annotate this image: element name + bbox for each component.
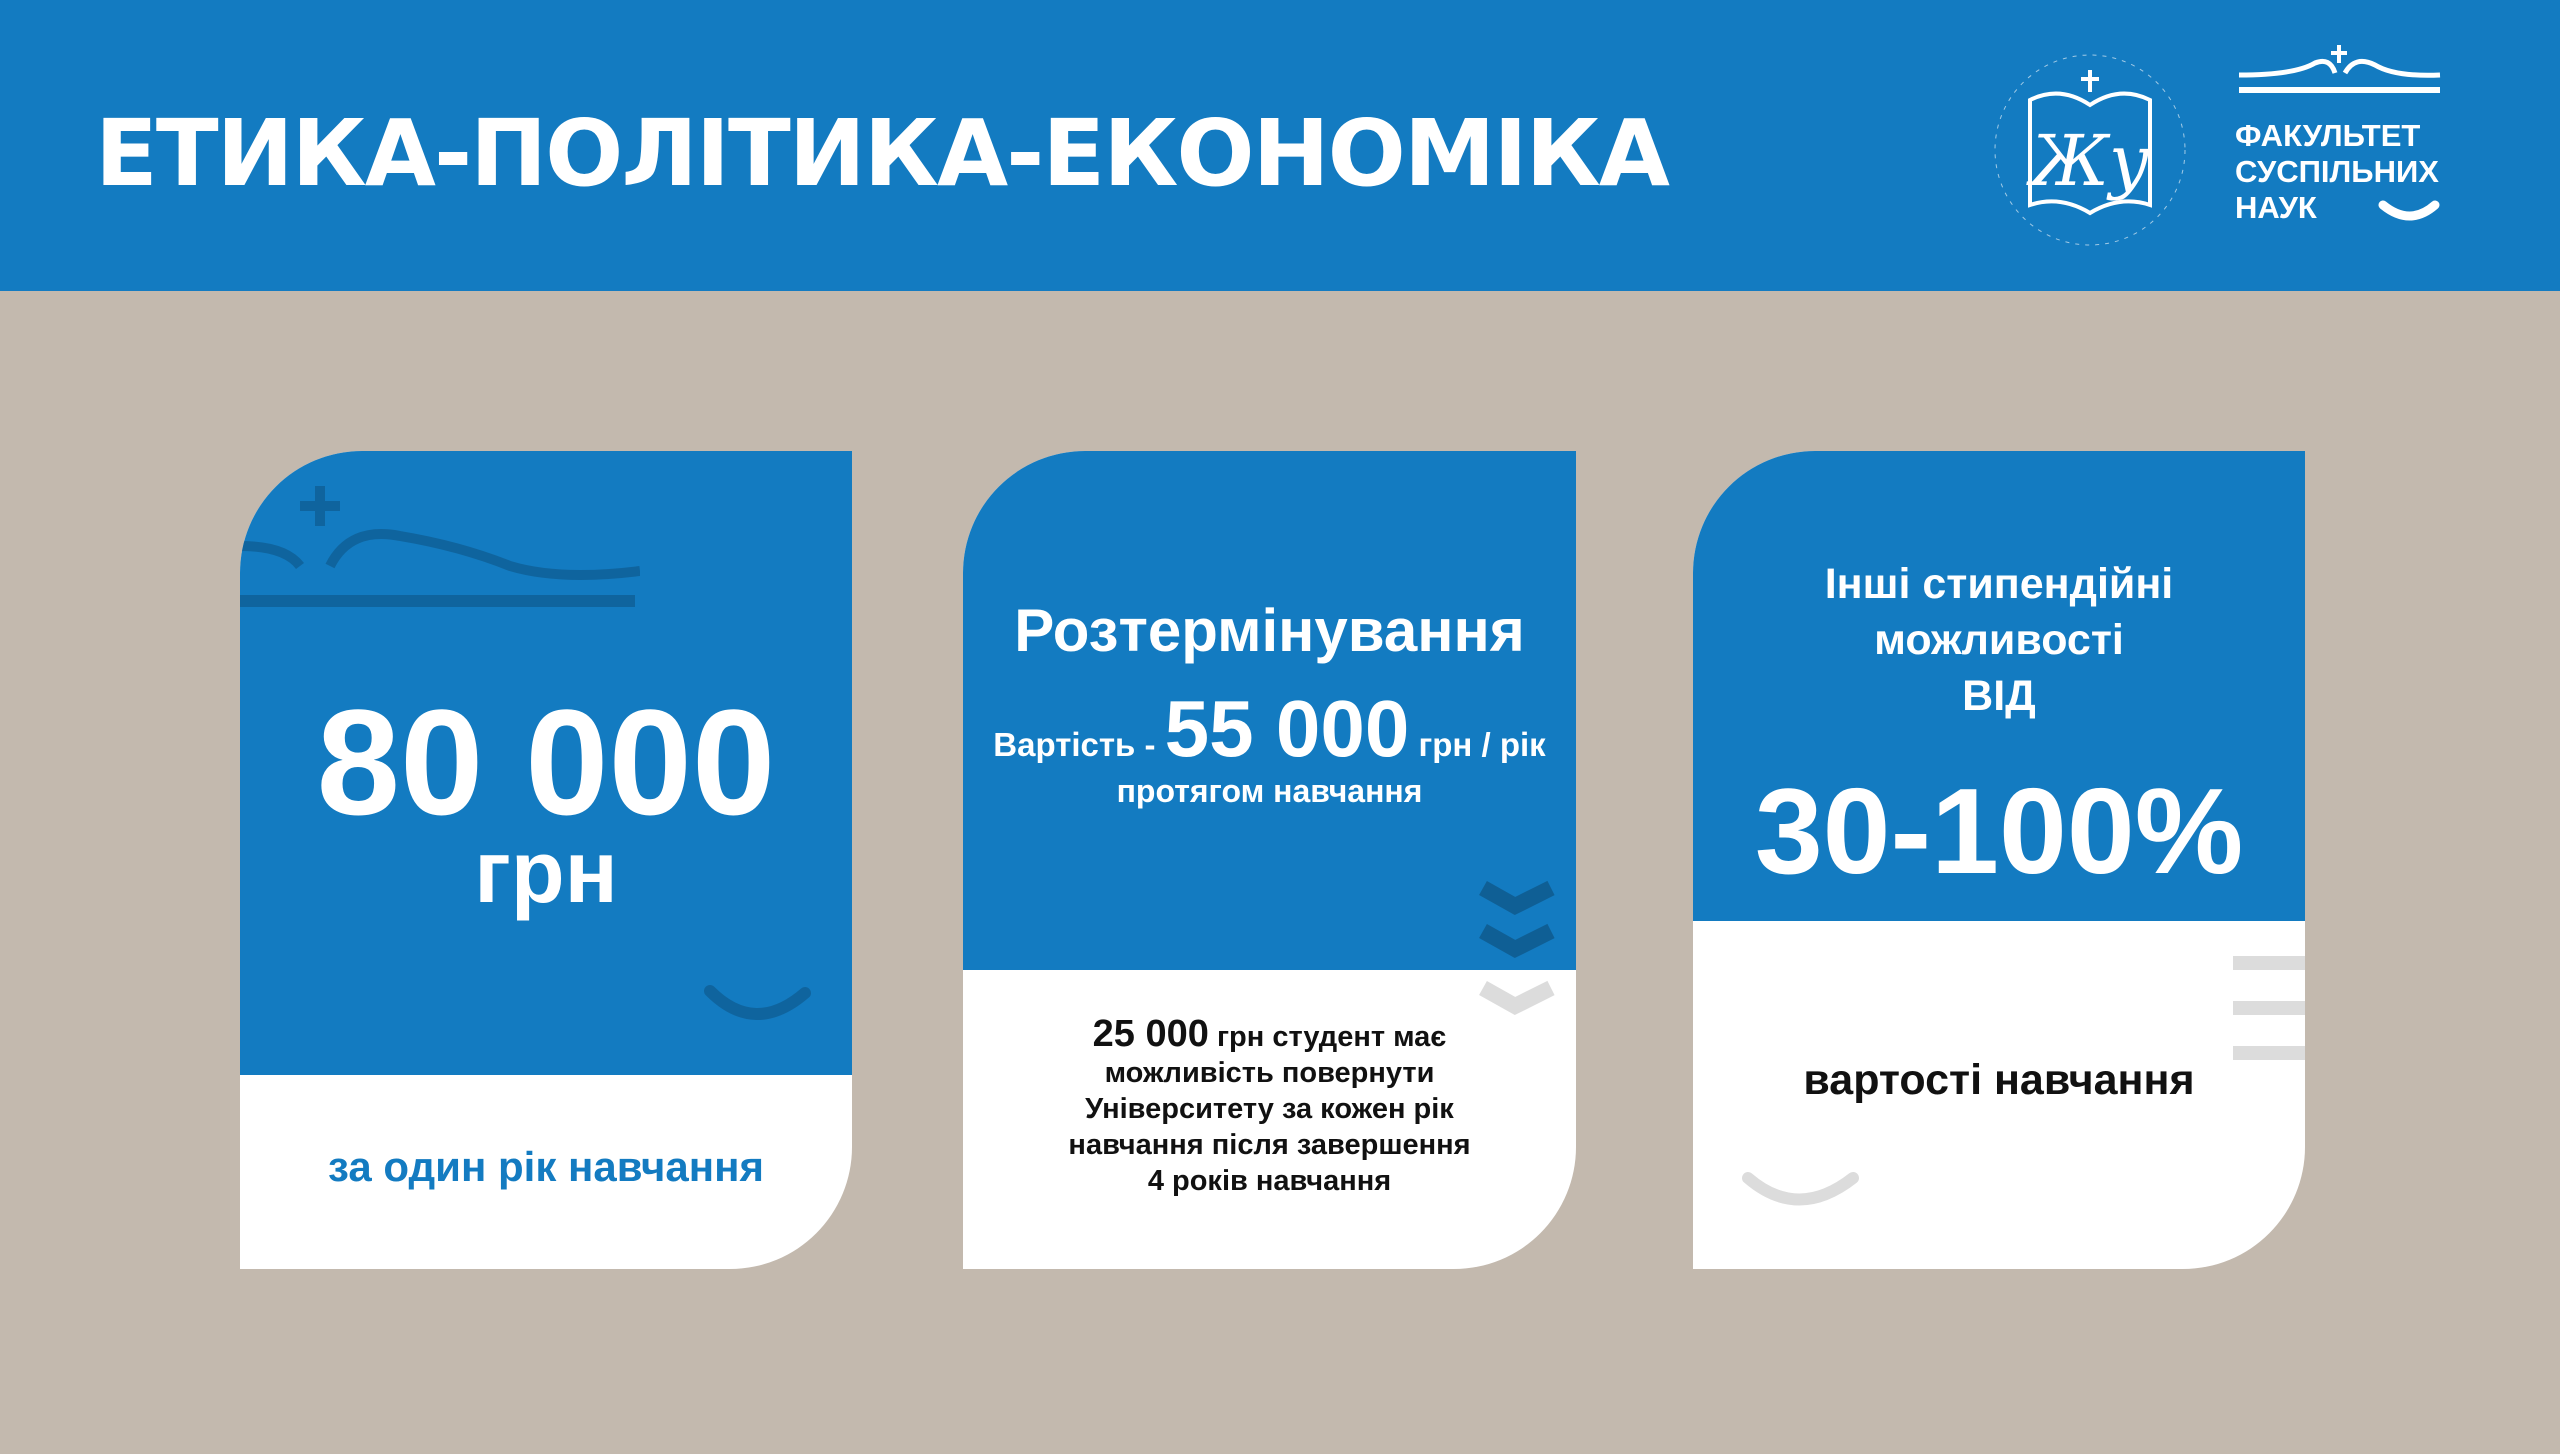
lines-decoration <box>2233 956 2305 1060</box>
smile-decoration <box>1742 1172 1859 1206</box>
card-annual-price: 80 000 грн за один рік навчання <box>240 451 852 1269</box>
faculty-wave-decoration <box>240 486 640 607</box>
header: ЕТИКА-ПОЛІТИКА-ЕКОНОМІКА Жу ФАКУЛЬТЕТ СУ… <box>0 0 2560 291</box>
price-unit: грн <box>474 822 618 921</box>
installment-price: Вартість - 55 000 грн / рік <box>993 684 1546 773</box>
faculty-logo <box>2238 45 2441 221</box>
card-scholarships: Інші стипендійні можливості ВІД 30-100% … <box>1693 451 2305 1269</box>
price-amount: 80 000 <box>316 678 776 846</box>
installment-note: протягом навчання <box>1116 773 1423 809</box>
return-text: 25 000 грн студент має можливість поверн… <box>1068 1013 1471 1197</box>
page-title: ЕТИКА-ПОЛІТИКА-ЕКОНОМІКА <box>95 100 1670 207</box>
ucu-logo: Жу <box>1994 54 2186 246</box>
faculty-name: ФАКУЛЬТЕТ СУСПІЛЬНИХ НАУК <box>2235 118 2439 225</box>
scholarship-heading: Інші стипендійні можливості ВІД <box>1824 560 2174 720</box>
scholarship-range: 30-100% <box>1754 763 2244 899</box>
price-caption: за один рік навчання <box>328 1143 764 1190</box>
card-installment: Розтермінування Вартість - 55 000 грн / … <box>963 451 1576 1269</box>
smile-decoration <box>704 985 811 1020</box>
svg-text:Жу: Жу <box>2025 120 2150 202</box>
scholarship-caption: вартості навчання <box>1803 1056 2195 1104</box>
installment-heading: Розтермінування <box>1014 597 1525 664</box>
chevrons-decoration <box>1479 880 1555 1016</box>
